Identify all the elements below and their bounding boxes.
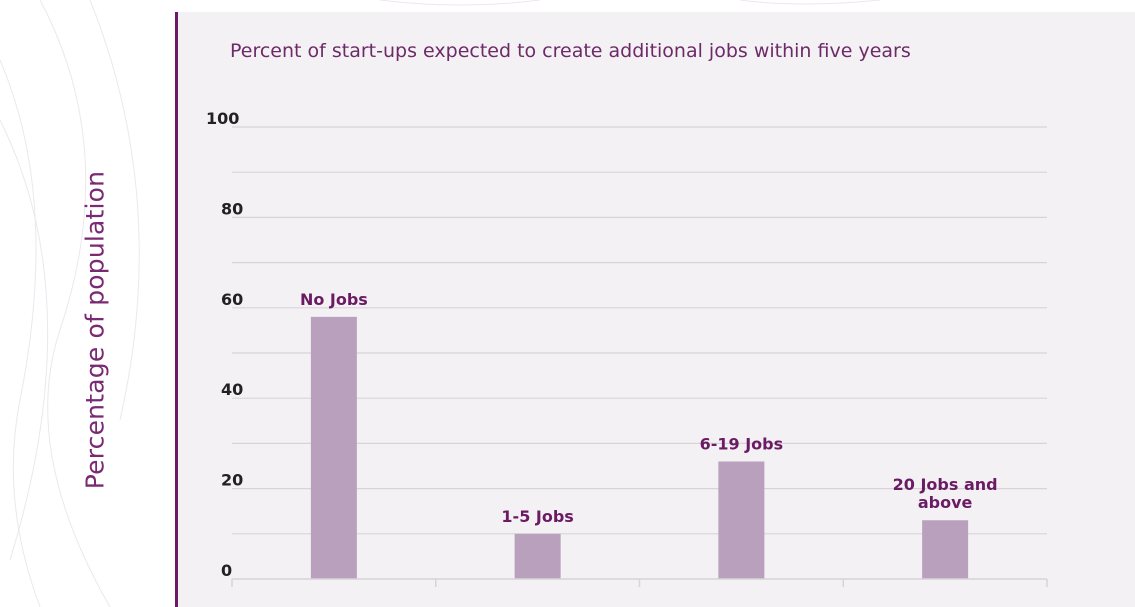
y-tick-label: 0 [221,561,232,580]
bar-label: above [918,493,973,512]
panel-divider [175,12,178,607]
bar [310,316,357,579]
bar [718,461,765,579]
y-tick-label: 20 [221,471,243,490]
bar-label: 1-5 Jobs [501,507,573,526]
y-tick-labels: 0 20 40 60 80 100 [206,109,243,580]
bar-label: 20 Jobs and [893,475,998,494]
y-tick-label: 40 [221,380,243,399]
x-axis [231,578,1048,587]
y-tick-label: 100 [206,109,239,128]
bar [514,533,561,579]
gridlines [232,126,1047,535]
bar [922,520,969,579]
y-tick-label: 60 [221,290,243,309]
bars [310,316,969,579]
y-tick-label: 80 [221,199,243,218]
bar-label: 6-19 Jobs [700,434,784,453]
bar-label: No Jobs [300,290,368,309]
chart-title: Percent of start-ups expected to create … [230,40,911,62]
